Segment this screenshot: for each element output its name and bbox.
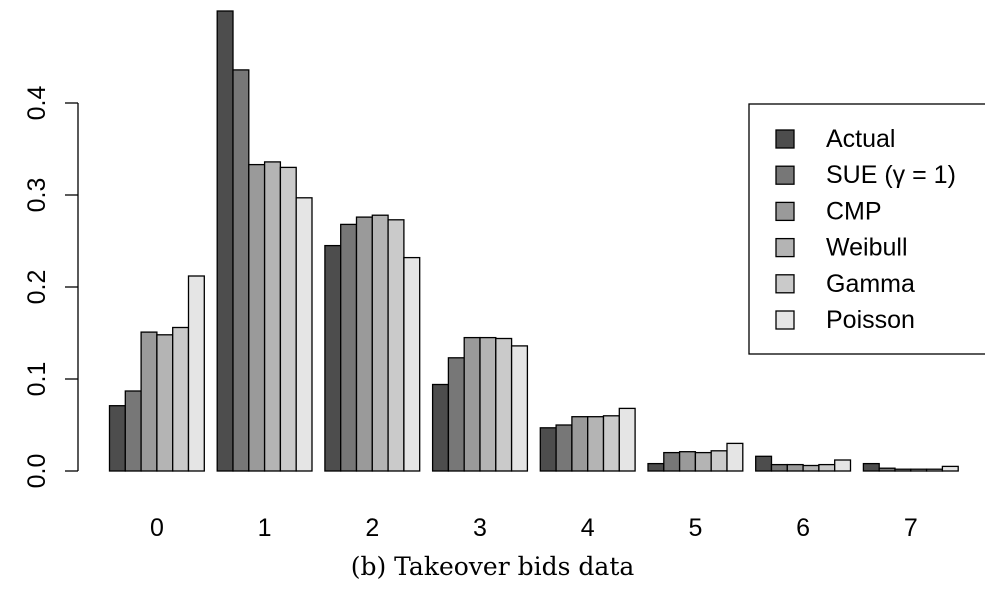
bar-6-3 xyxy=(802,464,820,472)
bar-1-2 xyxy=(248,163,266,472)
bar-1-0 xyxy=(216,10,234,472)
bar-7-2 xyxy=(894,468,912,472)
legend-label: CMP xyxy=(826,197,882,225)
x-tick-label: 1 xyxy=(258,514,272,542)
bar-0-3 xyxy=(156,334,174,472)
legend-swatch xyxy=(775,310,795,330)
bar-6-4 xyxy=(818,463,836,472)
y-tick-label: 0.1 xyxy=(23,362,51,397)
legend-label: Actual xyxy=(826,125,895,153)
bar-2-3 xyxy=(371,214,389,472)
bar-1-4 xyxy=(279,166,297,472)
bar-5-1 xyxy=(663,451,681,472)
bar-5-3 xyxy=(694,451,712,472)
legend-label: Gamma xyxy=(826,270,915,298)
bars-layer xyxy=(108,10,959,472)
legend-swatch xyxy=(775,129,795,149)
bar-group-7 xyxy=(862,462,959,472)
bar-1-1 xyxy=(232,69,250,472)
x-tick-label: 2 xyxy=(365,514,379,542)
bar-3-1 xyxy=(447,357,465,472)
bar-7-4 xyxy=(925,468,944,472)
bar-6-2 xyxy=(786,463,804,472)
bar-group-3 xyxy=(431,336,529,472)
bar-6-5 xyxy=(834,459,852,472)
bar-0-5 xyxy=(187,275,205,472)
bar-group-1 xyxy=(216,10,313,472)
bar-0-2 xyxy=(140,331,158,472)
x-tick-label: 7 xyxy=(904,514,918,542)
legend: Actual SUE (γ = 1) CMP Weibull Gamma Poisson xyxy=(748,103,985,355)
x-axis-labels: 0 1 2 3 4 5 6 7 xyxy=(150,514,918,542)
bar-2-4 xyxy=(387,219,405,472)
x-tick-label: 4 xyxy=(581,514,595,542)
bar-0-4 xyxy=(172,326,190,472)
y-tick-label: 0.4 xyxy=(23,86,51,121)
bar-1-3 xyxy=(263,161,282,472)
bar-3-4 xyxy=(495,337,513,472)
x-tick-label: 0 xyxy=(150,514,164,542)
y-tick-label: 0.3 xyxy=(23,178,51,213)
bar-group-2 xyxy=(324,214,421,472)
legend-label: Weibull xyxy=(826,234,908,262)
bar-4-4 xyxy=(602,415,620,472)
bar-6-0 xyxy=(755,455,773,472)
legend-swatch xyxy=(775,165,795,185)
bar-5-0 xyxy=(647,462,665,472)
bar-4-1 xyxy=(555,424,573,472)
bar-3-2 xyxy=(463,336,481,472)
bar-5-5 xyxy=(726,442,744,472)
y-axis: 0.0 0.1 0.2 0.3 0.4 xyxy=(23,86,79,489)
figure-caption: (b) Takeover bids data xyxy=(350,552,635,581)
y-tick-label: 0.2 xyxy=(23,270,51,305)
legend-swatch xyxy=(775,274,795,294)
bar-4-2 xyxy=(571,416,589,472)
bar-3-0 xyxy=(431,383,450,472)
bar-3-5 xyxy=(510,345,529,472)
bar-0-0 xyxy=(108,405,126,472)
bar-4-3 xyxy=(587,416,605,472)
legend-swatch xyxy=(775,201,795,222)
y-tick-label: 0.0 xyxy=(23,454,51,489)
bar-4-5 xyxy=(618,407,636,472)
bar-2-5 xyxy=(403,256,421,472)
x-tick-label: 5 xyxy=(688,514,702,542)
bar-2-0 xyxy=(324,244,342,472)
bar-7-3 xyxy=(910,468,928,472)
legend-swatch xyxy=(775,237,795,258)
bar-group-4 xyxy=(539,407,636,472)
legend-label: SUE (γ = 1) xyxy=(826,161,956,189)
x-tick-label: 6 xyxy=(796,514,810,542)
bar-2-2 xyxy=(355,216,373,472)
bar-5-4 xyxy=(710,450,728,472)
bar-3-3 xyxy=(479,336,497,472)
bar-7-0 xyxy=(862,462,880,472)
bar-5-2 xyxy=(678,451,697,472)
bar-group-5 xyxy=(647,442,744,472)
bar-7-5 xyxy=(941,465,959,472)
bar-4-0 xyxy=(539,427,557,472)
bar-group-0 xyxy=(108,275,205,472)
bar-1-5 xyxy=(295,197,313,472)
bar-0-1 xyxy=(124,390,142,472)
bar-6-1 xyxy=(770,463,788,472)
bar-7-1 xyxy=(878,467,896,472)
bar-2-1 xyxy=(340,223,358,472)
legend-label: Poisson xyxy=(826,306,915,334)
x-tick-label: 3 xyxy=(473,514,487,542)
bar-group-6 xyxy=(755,455,852,472)
